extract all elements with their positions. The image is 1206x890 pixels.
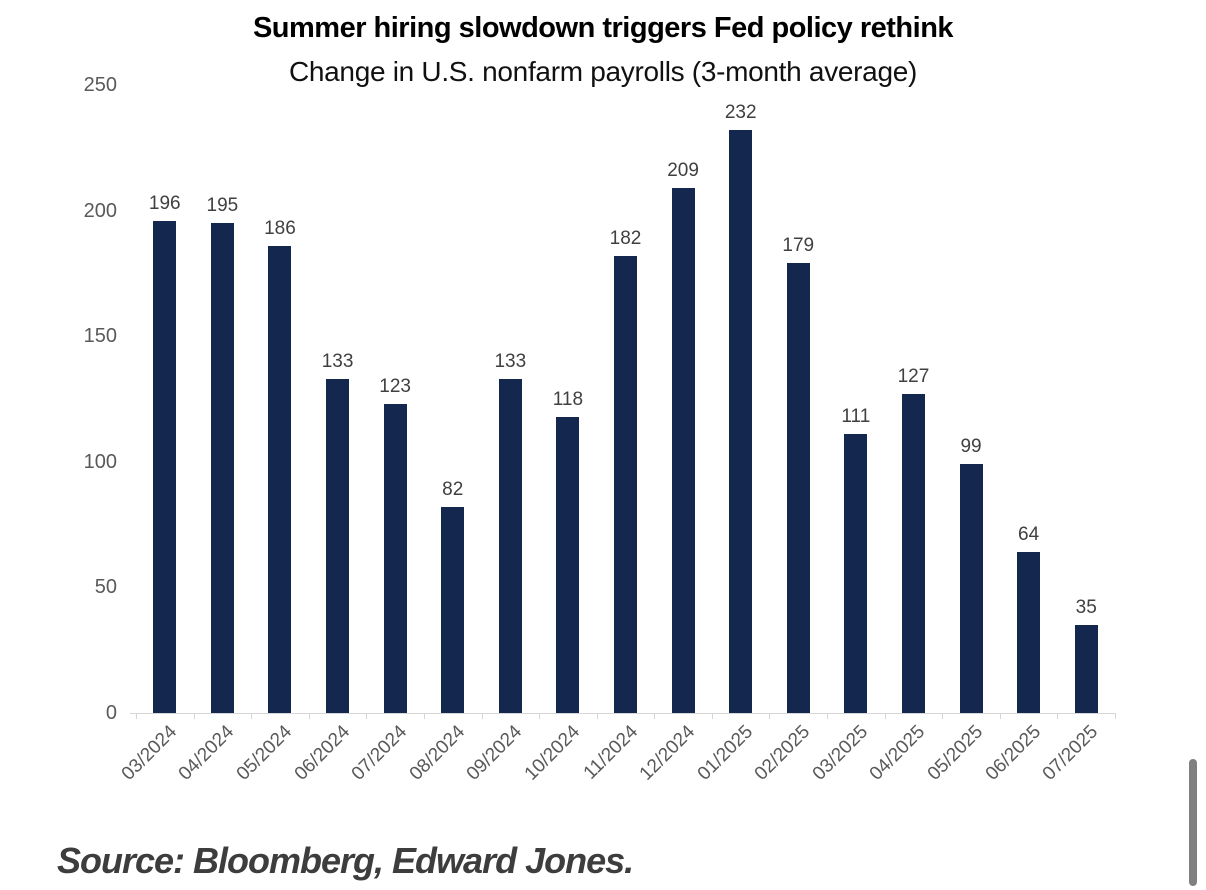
bar-value-label: 196: [148, 192, 181, 214]
bar-value-label: 179: [782, 235, 815, 257]
x-axis-tick-mark: [654, 713, 656, 719]
bar: [786, 263, 810, 713]
bar: [210, 223, 234, 713]
bar-value-label: 127: [897, 365, 930, 387]
bar-value-label: 111: [841, 406, 871, 428]
source-note: Source: Bloomberg, Edward Jones.: [57, 840, 634, 881]
bar: [556, 416, 580, 713]
x-axis-tick-mark: [596, 713, 598, 719]
x-axis-tick-mark: [1057, 713, 1059, 719]
bar-value-label: 133: [494, 350, 527, 372]
x-axis-line: [130, 713, 1116, 714]
bar: [326, 378, 350, 713]
bar-value-label: 195: [206, 195, 239, 217]
x-axis-tick-mark: [423, 713, 425, 719]
bar-value-label: 182: [609, 227, 642, 249]
bar: [614, 255, 637, 713]
chart-title: Summer hiring slowdown triggers Fed poli…: [252, 12, 954, 44]
y-axis-tick-label: 200: [83, 199, 117, 222]
bar: [959, 464, 983, 713]
x-axis-tick-mark: [999, 713, 1001, 719]
bar-value-label: 35: [1075, 597, 1097, 619]
x-axis-tick-mark: [136, 713, 137, 719]
bar: [671, 187, 695, 713]
bar: [441, 507, 465, 713]
x-axis-tick-mark: [884, 713, 886, 719]
y-axis-tick-label: 50: [94, 576, 117, 599]
bar-value-label: 232: [724, 102, 757, 124]
x-axis-tick-mark: [827, 713, 829, 719]
x-axis-tick-mark: [366, 713, 368, 719]
y-axis-tick-label: 100: [83, 450, 117, 473]
chart-subtitle: Change in U.S. nonfarm payrolls (3-month…: [288, 56, 918, 87]
bar: [844, 434, 868, 713]
bar: [901, 393, 925, 713]
bar: [153, 220, 177, 713]
x-axis-tick-mark: [193, 713, 195, 719]
x-axis-tick-mark: [539, 713, 541, 719]
bar-value-label: 123: [379, 376, 411, 398]
bar-value-label: 99: [960, 436, 982, 458]
x-axis-tick-mark: [481, 713, 483, 719]
y-axis-tick-label: 0: [105, 702, 117, 724]
bar: [268, 245, 292, 713]
bar-value-label: 209: [667, 159, 699, 181]
x-axis-tick-mark: [942, 713, 944, 719]
bar: [1074, 625, 1098, 713]
y-axis-tick-label: 150: [83, 325, 117, 348]
bar-value-label: 118: [552, 388, 584, 410]
x-axis-tick-mark: [308, 713, 310, 719]
x-axis-tick-mark: [251, 713, 253, 719]
bar-value-label: 64: [1018, 524, 1040, 546]
bar-value-label: 82: [442, 479, 464, 501]
bar-value-label: 133: [321, 350, 354, 372]
bar: [383, 404, 407, 713]
scrollbar-thumb[interactable]: [1189, 759, 1197, 886]
x-axis-tick-mark: [769, 713, 771, 719]
y-axis-tick-label: 250: [83, 74, 117, 96]
bar: [1017, 552, 1041, 713]
bar-value-label: 186: [264, 217, 296, 239]
x-axis-tick-mark: [1115, 713, 1116, 719]
x-axis-tick-mark: [711, 713, 713, 719]
bar: [729, 130, 753, 713]
bar: [498, 378, 522, 713]
